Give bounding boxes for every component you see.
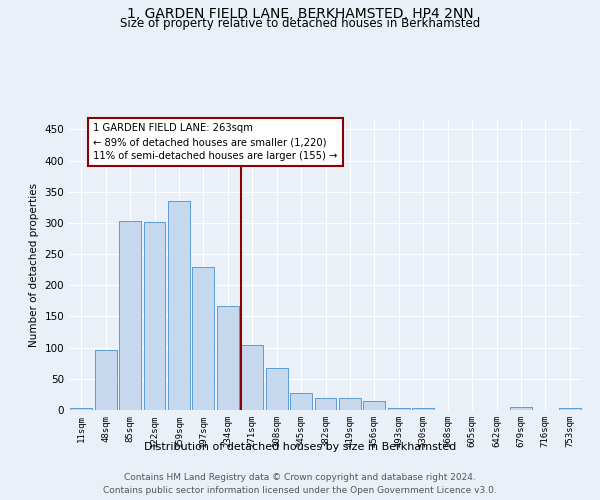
Text: Distribution of detached houses by size in Berkhamsted: Distribution of detached houses by size … [144, 442, 456, 452]
Text: Contains HM Land Registry data © Crown copyright and database right 2024.
Contai: Contains HM Land Registry data © Crown c… [103, 473, 497, 495]
Bar [143, 222, 166, 410]
Text: 1, GARDEN FIELD LANE, BERKHAMSTED, HP4 2NN: 1, GARDEN FIELD LANE, BERKHAMSTED, HP4 2… [127, 8, 473, 22]
Bar [314, 398, 337, 410]
Bar [95, 350, 116, 410]
Text: 1 GARDEN FIELD LANE: 263sqm
← 89% of detached houses are smaller (1,220)
11% of : 1 GARDEN FIELD LANE: 263sqm ← 89% of det… [94, 123, 338, 161]
Bar [241, 344, 263, 410]
Bar [266, 368, 287, 410]
Bar [217, 306, 239, 410]
Bar [70, 408, 92, 410]
Bar [193, 266, 214, 410]
Bar [168, 201, 190, 410]
Bar [339, 398, 361, 410]
Bar [364, 402, 385, 410]
Text: Size of property relative to detached houses in Berkhamsted: Size of property relative to detached ho… [120, 18, 480, 30]
Bar [510, 407, 532, 410]
Bar [559, 408, 581, 410]
Bar [119, 221, 141, 410]
Bar [290, 393, 312, 410]
Bar [412, 408, 434, 410]
Y-axis label: Number of detached properties: Number of detached properties [29, 183, 39, 347]
Bar [388, 408, 410, 410]
